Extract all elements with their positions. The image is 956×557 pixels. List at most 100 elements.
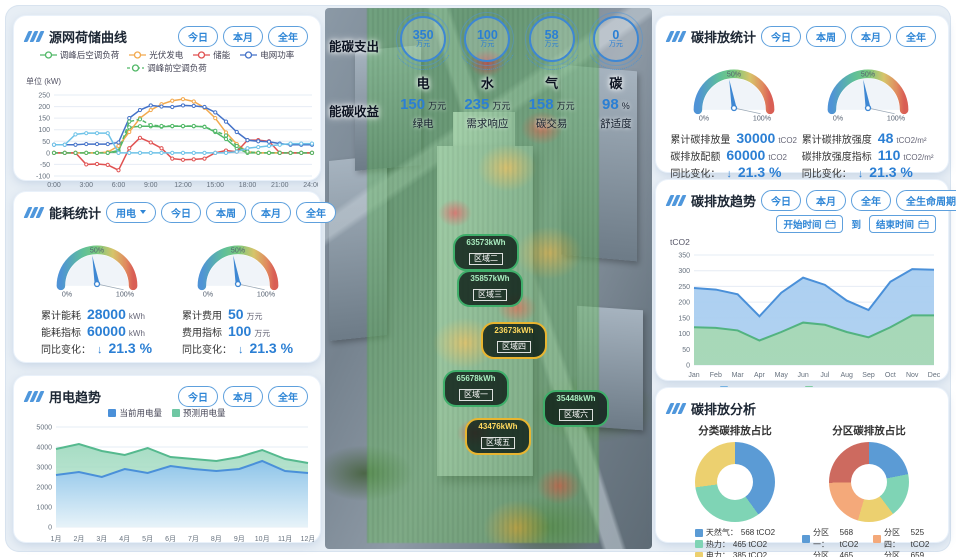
legend-swatch — [108, 409, 117, 417]
gauge-needle — [862, 79, 871, 108]
legend-swatch — [694, 528, 703, 537]
power-trend-chart: 5000 4000 3000 2000 1000 0 1月 2月 3月 4月 5月 6月 7月 8月 9月 1… — [36, 425, 315, 544]
time-filter-buttons: 今日 本月 全年 全生命周期 — [756, 189, 956, 211]
svg-text:3月: 3月 — [96, 535, 107, 543]
filter-button[interactable]: 今日 — [178, 25, 218, 47]
down-arrow-icon: ↓ — [237, 344, 244, 356]
svg-text:15:00: 15:00 — [206, 182, 224, 189]
gauge-block: 50% 0% 100% 累计能耗 28000 kWh 能耗指标 60000 kWh 同比变化：… — [39, 227, 155, 356]
filter-button[interactable]: 全年 — [268, 385, 308, 407]
filter-button[interactable]: 本月 — [223, 385, 263, 407]
panel-title-icon — [23, 390, 45, 402]
zone-donut-chart — [829, 442, 909, 522]
chevron-down-icon — [140, 210, 147, 214]
filter-button[interactable]: 本月 — [251, 201, 292, 223]
filter-button[interactable]: 今日 — [161, 201, 202, 223]
time-filter-buttons: 今日 本周 本月 全年 — [756, 25, 937, 47]
start-date-picker[interactable]: 开始时间 — [776, 215, 844, 233]
svg-text:100%: 100% — [753, 114, 772, 122]
stat-row: 累计碳排放强度 48 tCO2/m² — [801, 130, 927, 146]
zone-label[interactable]: 63573kWh 区域二 — [453, 234, 519, 271]
svg-text:100%: 100% — [256, 290, 275, 298]
panel-power-trend: 用电趋势 今日 本月 全年 当前用电量 预测用电量 5000 4000 3000 2000… — [14, 376, 320, 544]
svg-text:8月: 8月 — [211, 535, 222, 543]
calendar-icon — [918, 219, 929, 229]
zone-label[interactable]: 65678kWh 区域一 — [443, 370, 509, 407]
gauge-needle — [728, 79, 737, 108]
filter-button[interactable]: 全年 — [268, 25, 308, 47]
legend-item[interactable]: 光伏发电 — [129, 49, 183, 61]
income-item: 158 万元 碳交易 — [528, 96, 575, 130]
gauge-block: 50% 0% 100% 累计碳排放强度 48 tCO2/m² 碳排放强度指标 110 tCO… — [802, 51, 934, 180]
expense-category: 碳 — [609, 76, 623, 91]
legend-item: 分区一： 568 tCO2 — [802, 527, 865, 550]
legend-item: 热力： 465 tCO2 — [694, 539, 775, 551]
legend-swatch — [694, 551, 703, 557]
filter-button[interactable]: 全生命周期 — [896, 189, 956, 211]
zone-label[interactable]: 23673kWh 区域四 — [481, 322, 547, 359]
expense-row: 能碳支出 350 万元 电 100 万元 水 58 万元 气 0 万元 碳 — [329, 12, 648, 92]
panel-source-grid-curve: 源网荷储曲线 今日 本月 全年 调峰后空调负荷 光伏发电 储能 电网功率 调峰前空调… — [14, 16, 321, 189]
filter-button[interactable]: 今日 — [178, 385, 218, 407]
legend-item[interactable]: 调峰前空调负荷 — [127, 62, 207, 74]
zone-label[interactable]: 43476kWh 区域五 — [465, 418, 531, 455]
svg-text:Feb: Feb — [710, 372, 722, 379]
svg-text:-100: -100 — [36, 174, 50, 181]
filter-button[interactable]: 本月 — [851, 25, 892, 47]
expense-category: 电 — [416, 76, 430, 91]
svg-text:50%: 50% — [861, 71, 876, 79]
svg-text:Apr: Apr — [754, 372, 766, 379]
svg-text:3:00: 3:00 — [79, 182, 93, 189]
svg-text:-50: -50 — [40, 162, 50, 169]
gauge-block: 50% 0% 100% 累计碳排放量 30000 tCO2 碳排放配额 60000 tCO2… — [670, 51, 797, 180]
panel-carbon-trend: 碳排放趋势 今日 本月 全年 全生命周期 开始时间 到 结束时间 tCO2 350 30… — [656, 180, 956, 395]
expense-item: 58 万元 气 — [520, 12, 584, 92]
legend-item[interactable]: 当前用电量 — [108, 407, 162, 419]
source-curve-chart: 250 200 150 100 50 0 -50 -1000:00 3:00 6:00 9:00 12… — [36, 93, 321, 190]
svg-text:11月: 11月 — [278, 535, 292, 543]
svg-text:9:00: 9:00 — [144, 182, 158, 189]
filter-button[interactable]: 本月 — [223, 25, 263, 47]
gauge: 50% 0% 100% — [197, 245, 278, 298]
stat-row: 碳排放强度指标 110 tCO2/m² — [801, 147, 934, 163]
down-arrow-icon: ↓ — [726, 168, 732, 180]
end-date-picker[interactable]: 结束时间 — [868, 215, 936, 233]
legend-item[interactable]: 储能 — [193, 49, 230, 61]
income-item: 98% 舒适度 — [600, 96, 632, 130]
panel-title: 用电趋势 — [49, 389, 102, 405]
svg-text:250: 250 — [678, 284, 690, 291]
gauge: 50% 0% 100% — [827, 69, 909, 122]
filter-button[interactable]: 今日 — [761, 189, 802, 211]
svg-text:100: 100 — [678, 331, 690, 338]
legend-item[interactable]: 电网功率 — [240, 49, 294, 61]
svg-text:0%: 0% — [61, 290, 72, 298]
energy-carbon-overlay: 能碳支出 350 万元 电 100 万元 水 58 万元 气 0 万元 碳 能碳收益 1… — [329, 12, 648, 131]
stat-row: 费用指标 100 万元 — [181, 323, 271, 339]
zone-donut-block: 分区碳排放占比 分区一：568 tCO2 分区二：465 tCO2 分区三：38… — [802, 421, 936, 557]
legend-item[interactable]: 调峰后空调负荷 — [39, 49, 119, 61]
energy-type-dropdown[interactable]: 用电 — [106, 201, 157, 223]
expense-ring: 58 万元 — [524, 12, 579, 66]
legend-marker — [193, 51, 211, 59]
filter-button[interactable]: 今日 — [761, 25, 802, 47]
filter-button[interactable]: 本周 — [806, 25, 847, 47]
svg-text:2月: 2月 — [73, 535, 84, 543]
filter-button[interactable]: 全年 — [896, 25, 937, 47]
panel-title-icon — [665, 402, 687, 414]
filter-button[interactable]: 本周 — [206, 201, 247, 223]
svg-text:Oct: Oct — [885, 372, 896, 379]
expense-item: 100 万元 水 — [455, 12, 519, 92]
zone-label[interactable]: 35857kWh 区域三 — [457, 270, 523, 307]
filter-button[interactable]: 全年 — [296, 201, 337, 223]
filter-button[interactable]: 本月 — [806, 189, 847, 211]
zone-label[interactable]: 35448kWh 区域六 — [543, 390, 609, 427]
calendar-icon — [825, 219, 836, 229]
stat-row: 累计费用 50 万元 — [181, 306, 263, 322]
svg-text:0:00: 0:00 — [47, 182, 61, 189]
filter-button[interactable]: 全年 — [851, 189, 892, 211]
legend-item: 分区五：659 tCO2 — [884, 551, 925, 557]
svg-text:3000: 3000 — [36, 465, 52, 472]
legend-item[interactable]: 预测用电量 — [172, 407, 226, 419]
svg-text:May: May — [775, 372, 789, 379]
svg-text:150: 150 — [678, 315, 690, 322]
